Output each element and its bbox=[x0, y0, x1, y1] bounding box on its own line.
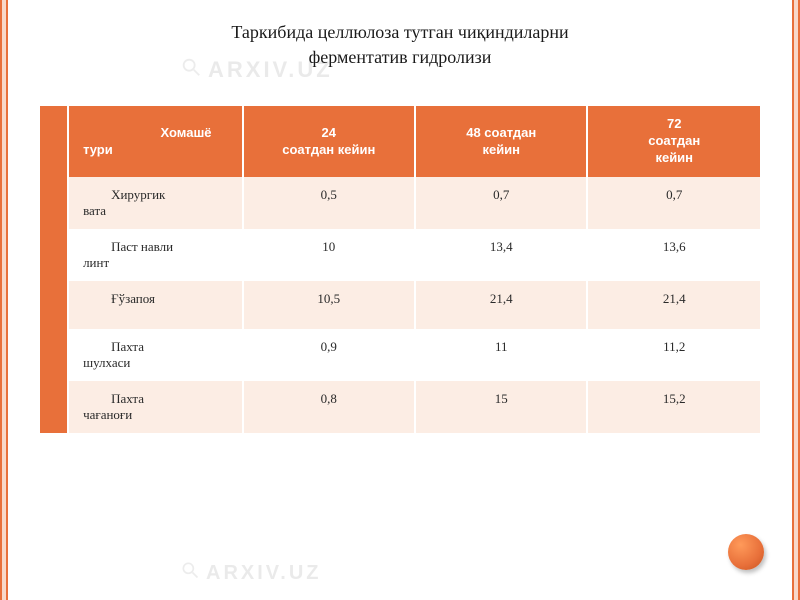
header-label: соатдан кейин bbox=[254, 142, 404, 159]
name-text: Ғўзапоя bbox=[83, 291, 231, 307]
name-text: вата bbox=[83, 203, 231, 219]
header-label: соатдан bbox=[598, 133, 750, 150]
table-header-24h: 24 соатдан кейин bbox=[243, 106, 415, 177]
row-stub bbox=[40, 329, 68, 381]
table-row: Пахта шулхаси 0,9 11 11,2 bbox=[40, 329, 760, 381]
row-stub bbox=[40, 229, 68, 281]
name-text: линт bbox=[83, 255, 231, 271]
name-text: чағаноғи bbox=[83, 407, 231, 423]
table-row: Пахта чағаноғи 0,8 15 15,2 bbox=[40, 381, 760, 433]
data-table: Хомашё тури 24 соатдан кейин 48 соатдан … bbox=[40, 106, 760, 433]
header-label: кейин bbox=[598, 150, 750, 167]
cell-value: 11 bbox=[415, 329, 587, 381]
cell-value: 10 bbox=[243, 229, 415, 281]
cell-value: 13,4 bbox=[415, 229, 587, 281]
header-label: Хомашё bbox=[83, 125, 231, 142]
table-header-48h: 48 соатдан кейин bbox=[415, 106, 587, 177]
corner-accent-dot bbox=[728, 534, 764, 570]
cell-name: Пахта чағаноғи bbox=[68, 381, 242, 433]
cell-value: 0,8 bbox=[243, 381, 415, 433]
cell-value: 0,5 bbox=[243, 177, 415, 229]
left-accent-stripe bbox=[0, 0, 8, 600]
row-stub bbox=[40, 281, 68, 329]
table-row: Ғўзапоя 10,5 21,4 21,4 bbox=[40, 281, 760, 329]
cell-value: 13,6 bbox=[587, 229, 760, 281]
cell-value: 21,4 bbox=[587, 281, 760, 329]
cell-value: 0,9 bbox=[243, 329, 415, 381]
cell-value: 10,5 bbox=[243, 281, 415, 329]
name-text: шулхаси bbox=[83, 355, 231, 371]
cell-name: Паст навли линт bbox=[68, 229, 242, 281]
header-label: тури bbox=[83, 142, 231, 159]
cell-value: 0,7 bbox=[415, 177, 587, 229]
table-row: Паст навли линт 10 13,4 13,6 bbox=[40, 229, 760, 281]
header-label: 48 соатдан bbox=[426, 125, 576, 142]
page-title: Таркибида целлюлоза тутган чиқиндиларни … bbox=[30, 20, 770, 70]
title-line-2: ферментатив гидролизи bbox=[309, 47, 492, 67]
cell-value: 11,2 bbox=[587, 329, 760, 381]
row-stub bbox=[40, 177, 68, 229]
slide-content: Таркибида целлюлоза тутган чиқиндиларни … bbox=[30, 20, 770, 580]
table-header-row: Хомашё тури 24 соатдан кейин 48 соатдан … bbox=[40, 106, 760, 177]
row-stub bbox=[40, 381, 68, 433]
cell-name: Пахта шулхаси bbox=[68, 329, 242, 381]
cell-value: 15,2 bbox=[587, 381, 760, 433]
cell-name: Хирургик вата bbox=[68, 177, 242, 229]
name-text: Паст навли bbox=[83, 239, 231, 255]
right-accent-stripe bbox=[792, 0, 800, 600]
cell-name: Ғўзапоя bbox=[68, 281, 242, 329]
table-header-72h: 72 соатдан кейин bbox=[587, 106, 760, 177]
cell-value: 0,7 bbox=[587, 177, 760, 229]
table-header-stub bbox=[40, 106, 68, 177]
data-table-wrap: Хомашё тури 24 соатдан кейин 48 соатдан … bbox=[40, 106, 760, 433]
table-header-name: Хомашё тури bbox=[68, 106, 242, 177]
table-body: Хирургик вата 0,5 0,7 0,7 Паст навли лин… bbox=[40, 177, 760, 433]
name-text: Хирургик bbox=[83, 187, 231, 203]
name-text: Пахта bbox=[83, 339, 231, 355]
cell-value: 21,4 bbox=[415, 281, 587, 329]
header-label: 72 bbox=[598, 116, 750, 133]
name-text: Пахта bbox=[83, 391, 231, 407]
table-row: Хирургик вата 0,5 0,7 0,7 bbox=[40, 177, 760, 229]
header-label: 24 bbox=[254, 125, 404, 142]
title-line-1: Таркибида целлюлоза тутган чиқиндиларни bbox=[231, 22, 568, 42]
cell-value: 15 bbox=[415, 381, 587, 433]
header-label: кейин bbox=[426, 142, 576, 159]
